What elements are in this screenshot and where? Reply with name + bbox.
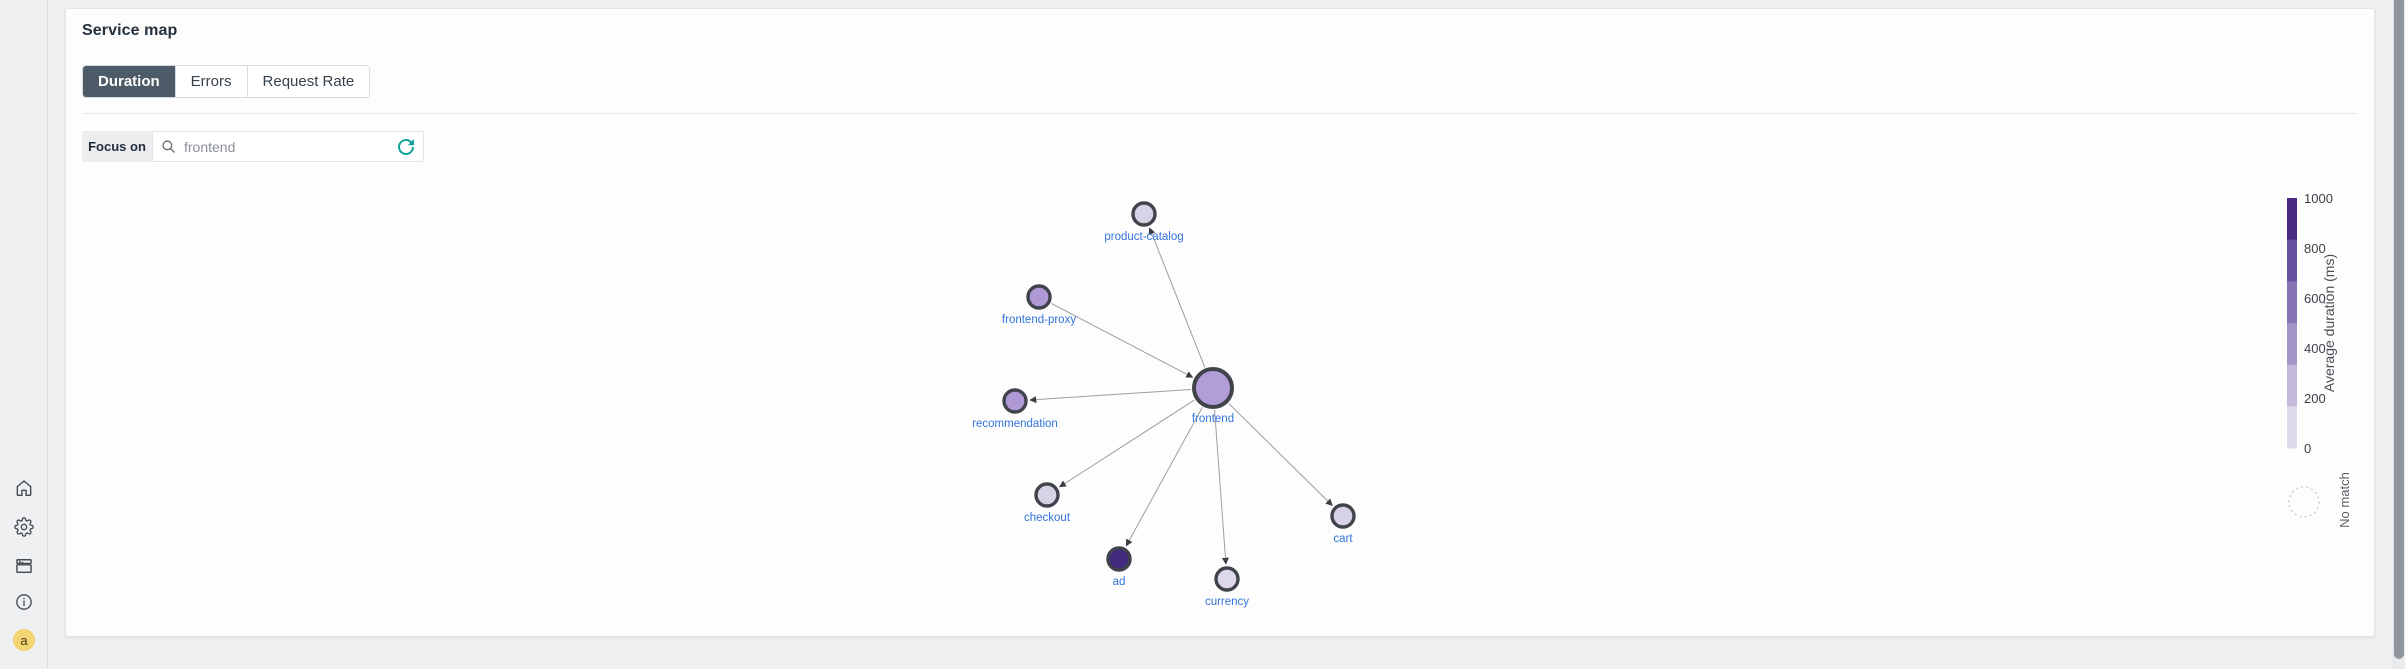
- page-scrollbar-thumb[interactable]: [2394, 0, 2404, 659]
- legend-axis-label: Average duration (ms): [2321, 254, 2337, 392]
- user-avatar[interactable]: a: [13, 629, 35, 651]
- duration-color-legend: 1000 800 600 400 200 0 Average duration (ms) No…: [2287, 191, 2352, 528]
- page-title: Service map: [82, 22, 178, 39]
- tab-errors[interactable]: Errors: [175, 66, 248, 97]
- metric-tabs: Duration Errors Request Rate: [82, 65, 371, 98]
- node-recommendation[interactable]: [1002, 388, 1028, 414]
- node-label-frontend: frontend: [1192, 413, 1234, 425]
- node-frontend[interactable]: [1192, 367, 1234, 409]
- node-label-frontend-proxy: frontend-proxy: [1002, 314, 1076, 326]
- legend-tick: 600: [2304, 291, 2326, 306]
- collector-terminal-icon[interactable]: [14, 556, 34, 576]
- node-label-checkout: checkout: [1024, 512, 1071, 524]
- home-icon[interactable]: [14, 478, 34, 498]
- tab-duration[interactable]: Duration: [83, 66, 176, 97]
- node-label-currency: currency: [1205, 596, 1249, 608]
- refresh-icon[interactable]: [398, 138, 414, 155]
- legend-tick: 800: [2304, 241, 2326, 256]
- info-icon[interactable]: [14, 592, 34, 612]
- node-currency[interactable]: [1214, 566, 1240, 592]
- node-label-cart: cart: [1333, 533, 1353, 545]
- settings-gear-icon[interactable]: [14, 517, 34, 537]
- node-label-product-catalog: product-catalog: [1104, 231, 1183, 243]
- service-map-graph: product-catalog frontend-proxy recommendat…: [972, 191, 2352, 608]
- focus-search-field[interactable]: frontend: [152, 131, 424, 162]
- legend-tick: 400: [2304, 341, 2326, 356]
- search-icon: [162, 140, 175, 153]
- node-label-ad: ad: [1113, 576, 1126, 588]
- page-scrollbar-track[interactable]: [2393, 0, 2405, 669]
- legend-tick: 200: [2304, 391, 2326, 406]
- no-match-swatch: [2288, 486, 2320, 518]
- app-sidebar: a: [0, 0, 48, 669]
- tab-request-rate[interactable]: Request Rate: [247, 66, 370, 97]
- avatar-letter: a: [20, 632, 28, 648]
- graph-edges: [1029, 227, 1333, 565]
- focus-search-value: frontend: [184, 138, 236, 155]
- legend-tick: 0: [2304, 441, 2311, 456]
- focus-on-control: Focus on frontend: [82, 131, 424, 162]
- header-divider: [82, 113, 2358, 114]
- legend-tick: 1000: [2304, 191, 2333, 206]
- focus-on-label: Focus on: [88, 139, 146, 154]
- node-product-catalog[interactable]: [1131, 201, 1157, 227]
- no-match-label: No match: [2337, 472, 2352, 528]
- node-cart[interactable]: [1330, 503, 1356, 529]
- node-frontend-proxy[interactable]: [1026, 284, 1052, 310]
- node-checkout[interactable]: [1034, 482, 1060, 508]
- node-ad[interactable]: [1106, 546, 1132, 572]
- node-label-recommendation: recommendation: [972, 418, 1058, 430]
- graph-nodes: product-catalog frontend-proxy recommendat…: [972, 201, 1356, 608]
- service-map-panel: Service map Duration Errors Request Rate…: [65, 8, 2375, 637]
